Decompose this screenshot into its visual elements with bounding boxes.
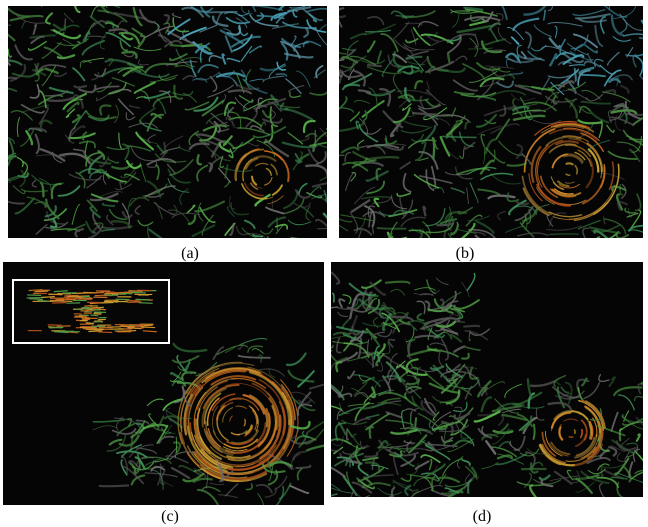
streak	[574, 430, 575, 434]
streak	[116, 299, 130, 300]
streak	[27, 295, 41, 296]
streak	[128, 291, 142, 292]
streak	[98, 332, 112, 333]
streak	[378, 228, 406, 229]
streak	[567, 163, 573, 164]
streak	[132, 292, 146, 293]
panel-bg	[331, 262, 643, 497]
caption: (c)	[161, 508, 179, 526]
streak	[206, 12, 236, 13]
streak	[534, 424, 535, 439]
caption: (a)	[181, 245, 199, 263]
streak	[138, 294, 152, 295]
streak	[413, 113, 436, 114]
streak	[83, 292, 97, 293]
panel-d	[331, 262, 643, 497]
streak	[88, 331, 102, 332]
streak	[448, 53, 449, 62]
panel-a	[8, 6, 327, 238]
streak	[549, 234, 578, 235]
caption: (b)	[456, 245, 475, 263]
streak	[464, 326, 479, 327]
caption: (d)	[473, 508, 492, 526]
streak	[433, 138, 434, 159]
streak	[75, 86, 87, 87]
streak	[90, 315, 98, 316]
streak	[115, 324, 129, 325]
streak	[86, 323, 94, 324]
figure: (a) (b) (c) (d)	[0, 0, 648, 527]
streak	[396, 16, 413, 17]
streak	[64, 295, 78, 296]
streak	[84, 305, 92, 306]
streak	[139, 303, 153, 304]
streak	[67, 296, 81, 297]
streak	[78, 299, 92, 300]
streak	[79, 298, 93, 299]
streak	[50, 301, 64, 302]
streak	[100, 485, 129, 486]
streak	[130, 324, 144, 325]
streak	[92, 308, 100, 309]
streak	[443, 136, 476, 137]
streak	[141, 327, 155, 328]
streak	[65, 19, 66, 26]
panel-b	[339, 6, 643, 238]
streak	[453, 322, 465, 323]
streak	[424, 207, 426, 216]
streak	[83, 328, 97, 329]
streak	[91, 326, 105, 327]
streak	[38, 301, 52, 302]
streak	[575, 69, 576, 81]
streak	[93, 321, 101, 322]
streak	[86, 329, 100, 330]
streak	[49, 327, 63, 328]
streak	[127, 328, 141, 329]
panel-c	[3, 262, 324, 505]
streak	[92, 310, 100, 311]
